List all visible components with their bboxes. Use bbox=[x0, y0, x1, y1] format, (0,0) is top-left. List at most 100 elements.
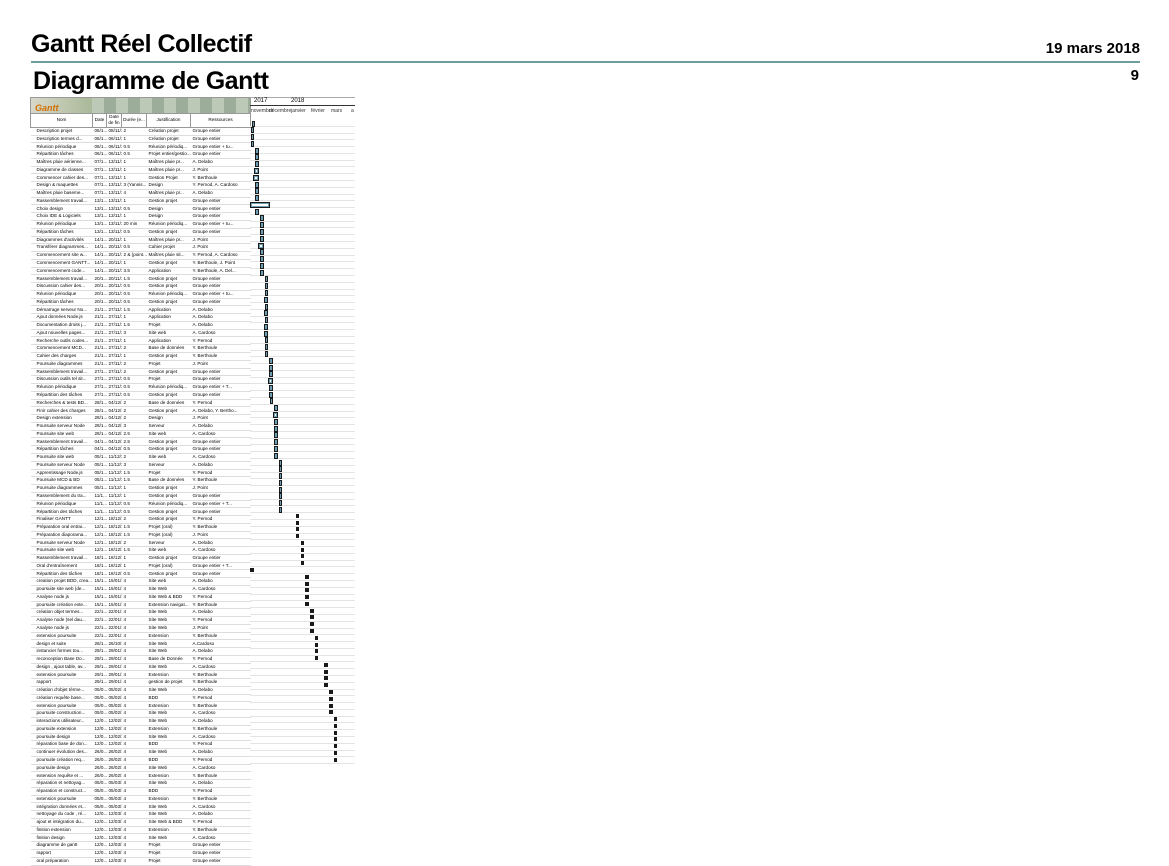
gantt-bar[interactable] bbox=[264, 317, 269, 324]
gantt-bar[interactable] bbox=[314, 656, 319, 661]
table-row[interactable]: Poursuite diagrammes21/1...27/11/172Proj… bbox=[30, 360, 251, 369]
gantt-bar[interactable] bbox=[310, 629, 314, 633]
gantt-bar[interactable] bbox=[255, 195, 259, 202]
table-row[interactable]: nettoyage du code , ré...12/0...12/03/18… bbox=[30, 810, 251, 819]
gantt-bar[interactable] bbox=[310, 622, 314, 627]
gantt-bar[interactable] bbox=[333, 757, 338, 762]
table-row[interactable]: Rassemblement travail...18/1...18/12/171… bbox=[30, 554, 251, 563]
column-header[interactable]: Date de fin bbox=[106, 113, 122, 128]
table-row[interactable]: Poursuite serveur Node28/1...04/12/173Se… bbox=[30, 422, 251, 431]
table-row[interactable]: Recherche outils codes...21/1...27/11/17… bbox=[30, 336, 251, 346]
table-row[interactable]: Poursuite site web12/1...18/12/171.5Site… bbox=[30, 546, 251, 555]
table-row[interactable]: Réunion périodique27/1...27/11/170.5Réun… bbox=[30, 383, 251, 392]
gantt-bar[interactable] bbox=[264, 344, 269, 351]
gantt-bar[interactable] bbox=[278, 473, 283, 480]
gantt-bar[interactable] bbox=[255, 161, 259, 168]
table-row[interactable]: réparation et nettoyag...05/0...05/03/18… bbox=[30, 779, 251, 788]
gantt-bar[interactable] bbox=[260, 262, 264, 269]
gantt-bar[interactable] bbox=[305, 595, 309, 600]
gantt-bar[interactable] bbox=[300, 561, 305, 566]
table-row[interactable]: Finir cahier des charges28/1...04/12/172… bbox=[30, 406, 251, 416]
gantt-bar[interactable] bbox=[260, 249, 264, 256]
table-row[interactable]: Répartition tâches04/1...04/12/170.5Gest… bbox=[30, 445, 251, 454]
gantt-bar[interactable] bbox=[273, 412, 278, 419]
gantt-bar[interactable] bbox=[300, 554, 305, 559]
table-row[interactable]: Commencement site w...14/1...20/11/172 &… bbox=[30, 251, 251, 260]
table-row[interactable]: Apprentissage Node.js05/1...11/12/171.5P… bbox=[30, 469, 251, 478]
table-row[interactable]: poursuite création exte...15/1...15/01/1… bbox=[30, 601, 251, 610]
table-row[interactable]: Choix design13/1...13/11/170.5DesignGrou… bbox=[30, 204, 251, 214]
table-row[interactable]: extension poursuite05/0...05/02/184Exten… bbox=[30, 701, 251, 711]
table-row[interactable]: Répartition tâches13/1...13/11/170.5Gest… bbox=[30, 228, 251, 237]
gantt-bar[interactable] bbox=[278, 479, 283, 486]
table-row[interactable]: Discussion outils tel sit... 27/1... 27/11… bbox=[30, 375, 251, 385]
gantt-bar[interactable] bbox=[251, 120, 256, 127]
gantt-bar[interactable] bbox=[324, 676, 328, 681]
table-row[interactable]: Réunion périodique20/1...20/11/170.5Réun… bbox=[30, 290, 251, 299]
gantt-bar[interactable] bbox=[253, 174, 259, 181]
table-row[interactable]: finition extension12/0...12/03/184Extens… bbox=[30, 826, 251, 835]
gantt-bar[interactable] bbox=[274, 425, 278, 432]
gantt-bar[interactable] bbox=[329, 696, 333, 701]
gantt-bar[interactable] bbox=[254, 167, 259, 174]
gantt-bar[interactable] bbox=[314, 635, 319, 640]
gantt-bar[interactable] bbox=[305, 601, 309, 606]
table-row[interactable]: Oral d'entraînement18/1...18/12/171Proje… bbox=[30, 562, 251, 571]
gantt-bar[interactable] bbox=[333, 744, 338, 749]
gantt-bar[interactable] bbox=[333, 723, 338, 728]
gantt-bar[interactable] bbox=[269, 371, 273, 378]
table-row[interactable]: Démarrage serveur No...21/1...27/11/171.… bbox=[30, 305, 251, 315]
gantt-bar[interactable] bbox=[295, 534, 300, 539]
gantt-bar[interactable] bbox=[278, 500, 283, 507]
gantt-bar[interactable] bbox=[274, 418, 278, 425]
table-row[interactable]: Diagramme de classes07/1...13/11/171Maît… bbox=[30, 166, 251, 175]
gantt-bar[interactable] bbox=[264, 351, 269, 358]
gantt-bar[interactable] bbox=[250, 134, 255, 141]
table-row[interactable]: Maîtres pluie aérienne...07/1...13/11/17… bbox=[30, 158, 251, 167]
gantt-bar[interactable] bbox=[324, 683, 328, 688]
gantt-bar[interactable] bbox=[255, 181, 259, 188]
table-row[interactable]: Répartition des tâches18/1...18/12/170.5… bbox=[30, 569, 251, 579]
gantt-bar[interactable] bbox=[263, 296, 269, 303]
table-row[interactable]: Diagrammes d'activités14/1...20/11/171Ma… bbox=[30, 236, 251, 245]
table-row[interactable]: Répartition des tâches11/1...11/12/170.5… bbox=[30, 507, 251, 517]
gantt-bar[interactable] bbox=[260, 269, 264, 276]
table-row[interactable]: Rassemblement travail...04/1...04/12/172… bbox=[30, 437, 251, 447]
table-row[interactable]: Poursuite site web28/1...04/12/172.5Site… bbox=[30, 430, 251, 439]
table-row[interactable]: poursuite site web (de...15/1...15/01/18… bbox=[30, 585, 251, 594]
gantt-bar[interactable] bbox=[250, 140, 255, 147]
gantt-bar[interactable] bbox=[305, 581, 309, 586]
table-row[interactable]: Répartition tâches06/1...06/11/170.5Proj… bbox=[30, 150, 251, 159]
gantt-bar[interactable] bbox=[255, 208, 259, 215]
table-row[interactable]: extension poursuite29/1...29/01/184Exten… bbox=[30, 670, 251, 680]
table-row[interactable]: Préparation oral entrai... 12/1... 18/12/1… bbox=[30, 523, 251, 532]
table-row[interactable]: Poursuite serveur Node05/1...11/12/173Se… bbox=[30, 461, 251, 470]
gantt-bar[interactable] bbox=[333, 717, 338, 722]
table-row[interactable]: intégration données et...05/0...05/03/18… bbox=[30, 802, 251, 812]
table-row[interactable]: extension poursuite05/0...05/03/184Exten… bbox=[30, 795, 251, 804]
gantt-bar[interactable] bbox=[295, 513, 300, 518]
table-row[interactable]: Rassemblement du tra...11/1...11/12/171G… bbox=[30, 492, 251, 501]
gantt-bar[interactable] bbox=[329, 703, 333, 708]
table-row[interactable]: Répartition des tâches27/1...27/11/170.5… bbox=[30, 391, 251, 400]
gantt-bar[interactable] bbox=[264, 276, 269, 283]
column-header[interactable]: Durée (e... bbox=[121, 113, 147, 128]
gantt-bar[interactable] bbox=[274, 445, 278, 452]
gantt-bar[interactable] bbox=[255, 154, 259, 161]
gantt-bar[interactable] bbox=[274, 432, 278, 439]
table-row[interactable]: réparation base de don...12/0...12/02/18… bbox=[30, 740, 251, 750]
gantt-bar[interactable] bbox=[278, 486, 283, 493]
gantt-bar[interactable] bbox=[333, 751, 338, 756]
table-row[interactable]: Préparation diaporama...12/1...18/12/171… bbox=[30, 531, 251, 540]
gantt-bar[interactable] bbox=[250, 201, 270, 208]
column-header[interactable]: Justification bbox=[146, 113, 191, 128]
gantt-bar[interactable] bbox=[295, 527, 300, 532]
table-row[interactable]: Ajout nouvelles pages...21/1...27/11/173… bbox=[30, 329, 251, 338]
table-row[interactable]: Rassemblement travail...27/1...27/11/172… bbox=[30, 368, 251, 377]
gantt-bar[interactable] bbox=[274, 452, 278, 459]
gantt-bar[interactable] bbox=[300, 540, 305, 545]
